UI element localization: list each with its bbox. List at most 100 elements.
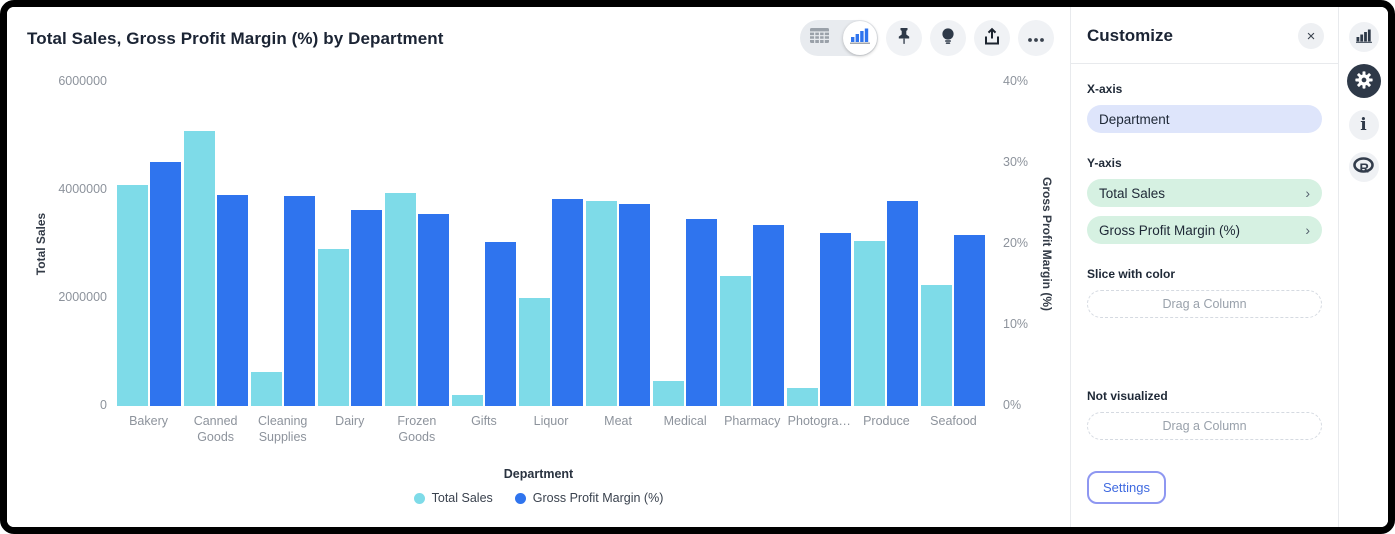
legend-label: Total Sales xyxy=(431,491,493,505)
y-axis-pill-gross-profit-margin[interactable]: Gross Profit Margin (%) › xyxy=(1087,216,1322,244)
left-axis-title: Total Sales xyxy=(34,212,48,276)
legend-item-gross-profit-margin[interactable]: Gross Profit Margin (%) xyxy=(514,491,664,505)
bar-gross-profit-margin[interactable] xyxy=(619,204,651,406)
settings-button[interactable]: Settings xyxy=(1087,471,1166,504)
x-axis-category-label: Canned Goods xyxy=(193,414,238,444)
y-axis-pill-label: Total Sales xyxy=(1099,185,1166,201)
r-logo-icon: R xyxy=(1352,156,1375,178)
chart-view-button[interactable] xyxy=(839,20,878,56)
table-icon xyxy=(810,28,829,48)
bar-gross-profit-margin[interactable] xyxy=(887,201,919,406)
bar-total-sales[interactable] xyxy=(854,241,886,406)
chart-view-selected-indicator xyxy=(842,21,877,55)
x-axis-category-label: Medical xyxy=(663,414,707,428)
bar-gross-profit-margin[interactable] xyxy=(954,235,986,406)
chart-title: Total Sales, Gross Profit Margin (%) by … xyxy=(27,29,444,48)
customize-panel: Customize × X-axis Department Y-axis Tot… xyxy=(1070,7,1338,527)
bar-gross-profit-margin[interactable] xyxy=(149,162,181,406)
insights-button[interactable] xyxy=(930,20,966,56)
right-icon-rail: i R xyxy=(1338,7,1388,527)
bar-total-sales[interactable] xyxy=(519,298,550,406)
bar-gross-profit-margin[interactable] xyxy=(820,232,852,406)
pin-button[interactable] xyxy=(886,20,922,56)
bar-gross-profit-margin[interactable] xyxy=(552,199,583,406)
x-axis-category-label: Liquor xyxy=(533,414,569,428)
bar-total-sales[interactable] xyxy=(451,395,483,406)
slice-with-color-dropzone[interactable]: Drag a Column xyxy=(1087,290,1322,318)
right-axis-tick: 40% xyxy=(1003,74,1029,88)
bar-total-sales[interactable] xyxy=(653,381,685,406)
x-axis-category-label: Frozen Goods xyxy=(397,414,437,444)
bar-total-sales[interactable] xyxy=(384,192,416,406)
gear-icon xyxy=(1353,69,1375,94)
more-options-button[interactable] xyxy=(1018,20,1054,56)
bar-chart-icon xyxy=(1355,29,1372,46)
x-axis-category-label: Meat xyxy=(604,414,632,428)
x-axis-category-label: Bakery xyxy=(129,414,168,428)
bar-total-sales[interactable] xyxy=(317,249,349,406)
chevron-right-icon: › xyxy=(1305,222,1310,238)
bar-total-sales[interactable] xyxy=(116,184,148,406)
chart-toolbar xyxy=(800,20,1054,56)
pin-icon xyxy=(895,27,913,49)
x-axis-category-label: Seafood xyxy=(930,414,977,428)
bar-total-sales[interactable] xyxy=(921,284,953,406)
y-axis-pill-total-sales[interactable]: Total Sales › xyxy=(1087,179,1322,207)
right-axis-tick: 20% xyxy=(1003,236,1029,250)
right-axis-title: Gross Profit Margin (%) xyxy=(1040,176,1054,312)
r-language-tab-button[interactable]: R xyxy=(1348,152,1379,182)
x-axis-category-label: Cleaning Supplies xyxy=(258,414,308,444)
left-axis-tick: 6000000 xyxy=(58,74,107,88)
bar-gross-profit-margin[interactable] xyxy=(484,241,516,406)
close-icon[interactable]: × xyxy=(1298,23,1324,49)
bar-total-sales[interactable] xyxy=(787,387,819,406)
x-axis-category-label: Photogra… xyxy=(787,414,851,428)
left-axis-tick: 0 xyxy=(100,398,107,412)
x-axis-pill-label: Department xyxy=(1099,111,1170,127)
right-axis-tick: 10% xyxy=(1003,317,1029,331)
bar-gross-profit-margin[interactable] xyxy=(417,214,449,406)
bar-gross-profit-margin[interactable] xyxy=(283,196,315,406)
view-toggle[interactable] xyxy=(800,20,878,56)
bar-total-sales[interactable] xyxy=(183,130,215,406)
bar-gross-profit-margin[interactable] xyxy=(216,195,248,406)
chart-tab-button[interactable] xyxy=(1348,22,1379,52)
left-axis-tick: 4000000 xyxy=(58,182,107,196)
y-axis-pill-label: Gross Profit Margin (%) xyxy=(1099,222,1241,238)
x-axis-category-label: Produce xyxy=(863,414,910,428)
customize-panel-header: Customize × xyxy=(1071,7,1338,63)
legend-item-total-sales[interactable]: Total Sales xyxy=(413,491,493,505)
customize-panel-title: Customize xyxy=(1087,26,1173,45)
x-axis-pill-department[interactable]: Department xyxy=(1087,105,1322,133)
lightbulb-icon xyxy=(939,27,957,49)
info-tab-button[interactable]: i xyxy=(1348,110,1379,140)
bar-total-sales[interactable] xyxy=(586,200,618,406)
chevron-right-icon: › xyxy=(1305,185,1310,201)
left-axis-tick: 2000000 xyxy=(58,290,107,304)
bar-total-sales[interactable] xyxy=(250,371,282,406)
not-visualized-dropzone[interactable]: Drag a Column xyxy=(1087,412,1322,440)
bar-gross-profit-margin[interactable] xyxy=(753,224,785,406)
chart-legend: Total Sales Gross Profit Margin (%) xyxy=(7,491,1070,505)
x-axis-category-label: Pharmacy xyxy=(724,414,781,428)
settings-tab-button[interactable] xyxy=(1346,64,1381,98)
info-icon: i xyxy=(1360,115,1367,135)
legend-label: Gross Profit Margin (%) xyxy=(532,491,664,505)
ellipsis-icon xyxy=(1027,31,1045,46)
y-axis-field-label: Y-axis xyxy=(1087,156,1122,170)
svg-text:R: R xyxy=(1359,160,1369,175)
bar-gross-profit-margin[interactable] xyxy=(350,209,382,406)
right-axis-tick: 30% xyxy=(1003,155,1029,169)
not-visualized-label: Not visualized xyxy=(1087,389,1168,403)
right-axis-tick: 0% xyxy=(1003,398,1022,412)
legend-dot-total-sales xyxy=(413,492,425,504)
x-axis-category-label: Dairy xyxy=(335,414,365,428)
bar-total-sales[interactable] xyxy=(720,276,752,406)
x-axis-category-label: Gifts xyxy=(471,414,497,428)
bar-gross-profit-margin[interactable] xyxy=(686,218,718,406)
table-view-button[interactable] xyxy=(800,20,839,56)
export-button[interactable] xyxy=(974,20,1010,56)
customize-panel-body: X-axis Department Y-axis Total Sales › G… xyxy=(1071,64,1338,527)
x-axis-title: Department xyxy=(503,467,574,481)
